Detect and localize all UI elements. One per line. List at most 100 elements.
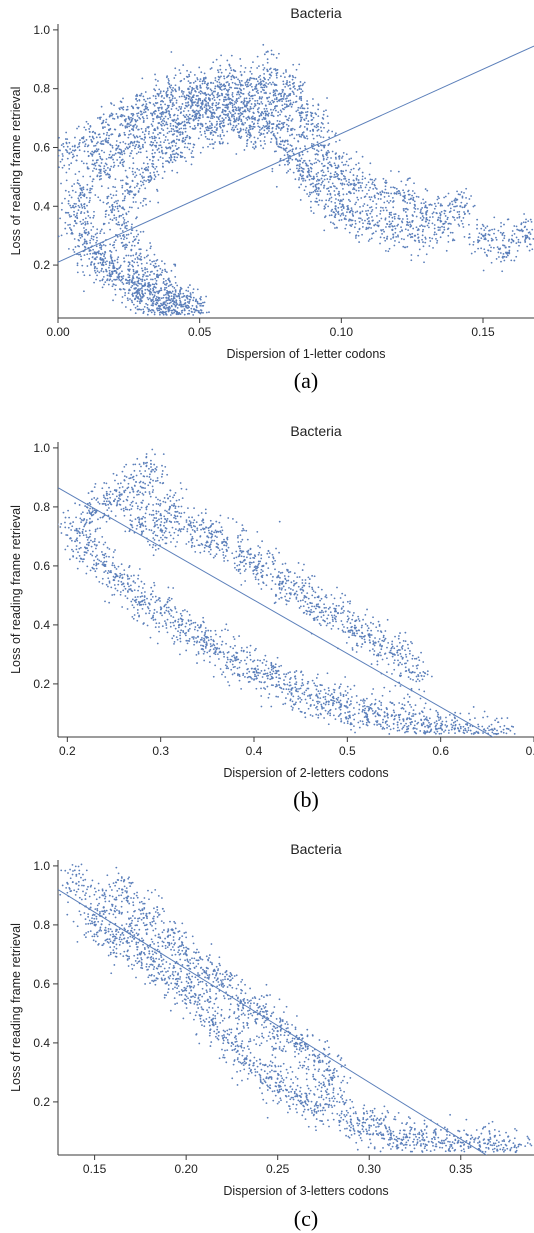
- scatter-points: [58, 448, 516, 736]
- scatter-point: [439, 213, 442, 216]
- scatter-point: [229, 86, 231, 89]
- scatter-point: [180, 95, 183, 98]
- scatter-point: [247, 116, 249, 119]
- scatter-point: [154, 277, 157, 280]
- scatter-point: [116, 207, 119, 210]
- scatter-point: [231, 93, 234, 96]
- scatter-point: [81, 264, 84, 267]
- scatter-point: [326, 130, 329, 133]
- scatter-point: [140, 308, 142, 311]
- scatter-point: [255, 90, 258, 93]
- scatter-point: [163, 117, 165, 120]
- scatter-point: [279, 157, 282, 160]
- scatter-point: [392, 233, 395, 236]
- scatter-point: [173, 303, 176, 306]
- scatter-point: [431, 237, 434, 240]
- scatter-point: [111, 144, 114, 147]
- scatter-point: [118, 148, 121, 151]
- scatter-point: [129, 588, 132, 590]
- scatter-point: [135, 295, 138, 298]
- scatter-point: [395, 235, 398, 238]
- scatter-point: [152, 141, 155, 144]
- scatter-point: [117, 583, 120, 586]
- scatter-point: [146, 303, 149, 306]
- scatter-point: [370, 227, 372, 229]
- scatter-point: [337, 165, 340, 168]
- scatter-point: [240, 120, 243, 123]
- scatter-point: [196, 85, 199, 88]
- scatter-point: [503, 223, 505, 226]
- scatter-point: [101, 535, 104, 538]
- scatter-point: [113, 164, 116, 167]
- scatter-point: [304, 162, 307, 165]
- scatter-point: [182, 93, 184, 95]
- scatter-point: [388, 213, 391, 216]
- scatter-point: [188, 309, 191, 312]
- scatter-point: [316, 149, 318, 152]
- scatter-point: [197, 311, 200, 314]
- scatter-point: [157, 109, 160, 112]
- scatter-point: [119, 152, 122, 155]
- scatter-point: [379, 236, 382, 239]
- scatter-point: [286, 81, 288, 84]
- scatter-point: [161, 94, 163, 97]
- scatter-point: [234, 120, 237, 123]
- scatter-point: [226, 108, 229, 110]
- scatter-point: [108, 493, 111, 496]
- scatter-point: [531, 248, 534, 251]
- scatter-point: [482, 269, 485, 272]
- scatter-point: [102, 119, 105, 122]
- scatter-point: [79, 184, 81, 187]
- scatter-point: [84, 223, 87, 225]
- scatter-point: [76, 271, 79, 274]
- scatter-point: [168, 309, 171, 312]
- scatter-point: [322, 171, 325, 174]
- scatter-point: [137, 264, 140, 267]
- scatter-point: [110, 259, 113, 261]
- scatter-point: [340, 178, 343, 181]
- scatter-point: [315, 180, 318, 182]
- scatter-point: [366, 222, 369, 225]
- scatter-point: [141, 289, 143, 292]
- scatter-point: [168, 295, 171, 298]
- scatter-point: [291, 118, 294, 121]
- scatter-point: [116, 235, 119, 238]
- scatter-point: [75, 214, 78, 217]
- scatter-point: [431, 212, 434, 215]
- scatter-point: [425, 212, 427, 215]
- scatter-point: [223, 118, 225, 121]
- scatter-point: [151, 159, 154, 162]
- scatter-point: [458, 210, 461, 213]
- scatter-point: [152, 300, 155, 303]
- scatter-point: [107, 173, 110, 176]
- scatter-point: [284, 115, 287, 118]
- scatter-point: [460, 201, 463, 204]
- scatter-point: [85, 534, 88, 536]
- scatter-point: [264, 142, 266, 145]
- scatter-point: [132, 478, 135, 481]
- scatter-point: [128, 281, 130, 284]
- scatter-point: [300, 134, 303, 136]
- scatter-point: [491, 228, 493, 231]
- x-tick-label: 0.15: [471, 325, 495, 339]
- scatter-point: [437, 229, 440, 232]
- scatter-point: [462, 226, 465, 228]
- scatter-point: [90, 498, 93, 501]
- scatter-point: [121, 486, 124, 488]
- scatter-point: [86, 512, 89, 514]
- scatter-point: [238, 79, 241, 82]
- scatter-point: [122, 500, 125, 503]
- scatter-point: [100, 259, 103, 261]
- scatter-point: [256, 99, 259, 102]
- scatter-point: [85, 536, 88, 539]
- scatter-point: [91, 136, 94, 139]
- scatter-point: [417, 196, 420, 198]
- scatter-point: [118, 503, 121, 506]
- scatter-point: [280, 92, 283, 95]
- scatter-point: [268, 103, 271, 106]
- scatter-point: [169, 299, 172, 302]
- scatter-point: [152, 111, 155, 114]
- scatter-point: [283, 76, 286, 79]
- scatter-point: [347, 198, 350, 201]
- scatter-point: [108, 272, 111, 274]
